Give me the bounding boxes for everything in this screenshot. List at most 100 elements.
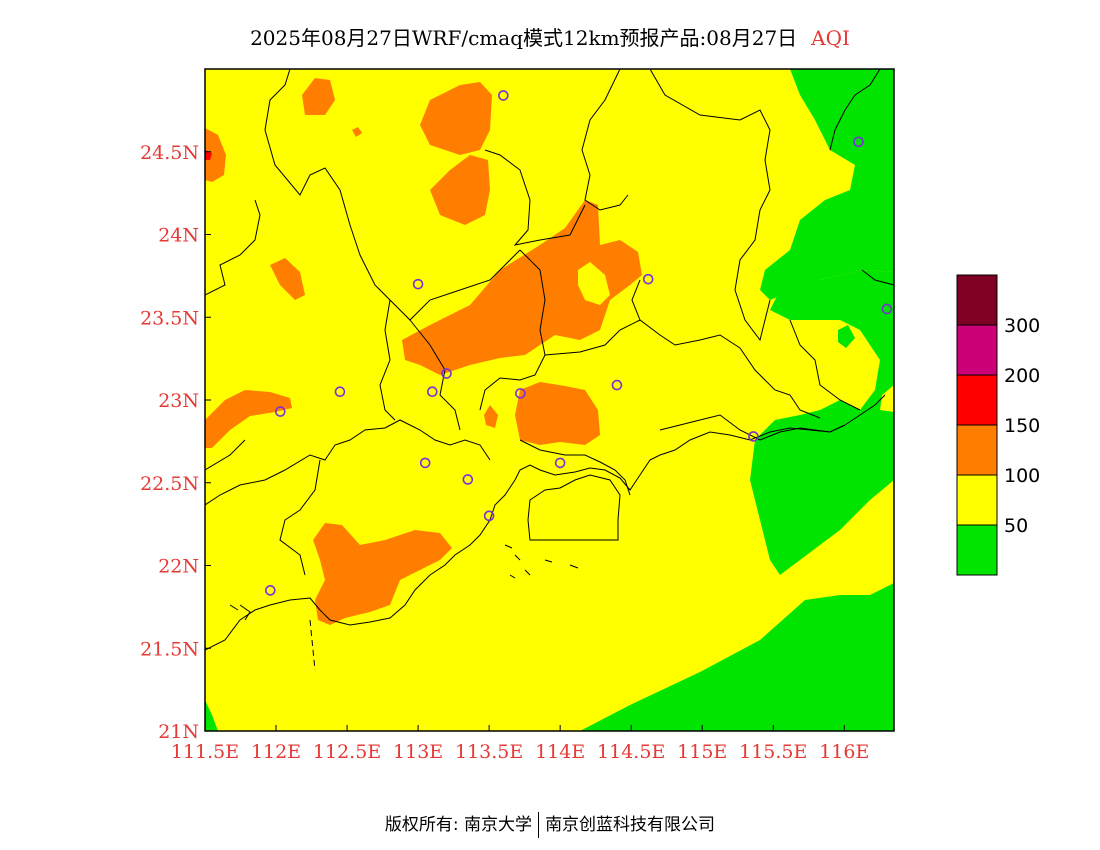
footer-right: 南京创蓝科技有限公司 xyxy=(545,815,716,835)
coastline-islands xyxy=(229,544,579,621)
x-tick-label: 115.5E xyxy=(739,741,807,763)
x-tick-label: 112E xyxy=(251,741,301,763)
station-marker xyxy=(748,431,759,442)
station-marker xyxy=(441,368,452,379)
y-tick-label: 24.5N xyxy=(140,142,199,164)
green-region-south-sea xyxy=(580,583,894,731)
boundary-line-15 xyxy=(279,459,321,576)
x-tick-label: 115E xyxy=(677,741,727,763)
orange-region-dongguan xyxy=(515,382,600,445)
legend-label: 150 xyxy=(1004,415,1040,437)
boundary-line-12 xyxy=(519,439,631,496)
coastline xyxy=(205,394,886,671)
x-tick-label: 116E xyxy=(819,741,869,763)
station-marker xyxy=(462,474,474,485)
axes: 111.5E 112E 112.5E 113E 113.5E 114E 114.5E 115E… xyxy=(140,142,869,763)
y-tick-label: 21.5N xyxy=(140,638,199,660)
boundary-line-8 xyxy=(409,319,461,431)
station-marker xyxy=(642,273,654,285)
y-tick-label: 22.5N xyxy=(140,473,199,495)
footer-separator xyxy=(538,812,540,838)
station-marker xyxy=(419,457,431,469)
boundary-line-17 xyxy=(789,319,861,411)
legend-swatch xyxy=(956,374,998,426)
boundary-line-6 xyxy=(205,419,491,506)
green-region-east-coast xyxy=(750,270,894,575)
aqi-field xyxy=(205,69,894,731)
station-marker xyxy=(498,90,509,101)
boundary-line-1 xyxy=(264,69,521,321)
boundary-line-18 xyxy=(861,269,894,286)
boundary-line-3 xyxy=(581,69,629,211)
title-main: 2025年08月27日WRF/cmaq模式12km预报产品:08月27日 xyxy=(250,26,798,50)
orange-region-north-2 xyxy=(430,155,490,225)
station-marker xyxy=(412,278,424,290)
station-marker xyxy=(611,379,623,391)
boundary-lines xyxy=(205,69,894,576)
footer: 版权所有: 南京大学 南京创蓝科技有限公司 xyxy=(0,810,1100,838)
map-title: 2025年08月27日WRF/cmaq模式12km预报产品:08月27日 AQI xyxy=(0,22,1100,51)
coastline-main xyxy=(205,394,886,651)
yellow-spot-east-edge xyxy=(880,385,894,412)
legend-label: 50 xyxy=(1004,515,1028,537)
y-tick-label: 21N xyxy=(158,721,199,743)
red-spot-northwest xyxy=(205,150,212,160)
legend-label: 200 xyxy=(1004,365,1040,387)
station-markers xyxy=(265,90,893,596)
x-tick-label: 113.5E xyxy=(455,741,523,763)
legend-colorbar: 50 100 150 200 300 xyxy=(956,274,1040,576)
coastline-dashed xyxy=(309,619,316,671)
boundary-line-19 xyxy=(829,69,881,151)
station-marker xyxy=(265,585,276,596)
orange-region-west xyxy=(270,258,305,300)
x-tick-label: 114.5E xyxy=(597,741,665,763)
boundary-line-16 xyxy=(205,439,246,471)
orange-region-central xyxy=(402,200,642,375)
legend-label: 300 xyxy=(1004,315,1040,337)
orange-region-north-1 xyxy=(420,82,492,155)
y-tick-label: 22N xyxy=(158,556,199,578)
x-tick-label: 113E xyxy=(393,741,443,763)
legend-swatch xyxy=(956,474,998,526)
station-marker xyxy=(334,386,346,398)
boundary-line-11 xyxy=(631,279,641,321)
footer-left: 版权所有: 南京大学 xyxy=(384,815,533,835)
green-spot-east xyxy=(838,325,855,348)
orange-region-northwest-edge xyxy=(205,128,226,182)
station-marker xyxy=(554,457,566,469)
boundary-line-4 xyxy=(649,69,771,342)
boundary-line-7 xyxy=(379,299,396,421)
station-marker xyxy=(515,388,526,399)
boundary-line-9 xyxy=(479,249,546,411)
x-tick-label: 111.5E xyxy=(171,741,239,763)
boundary-line-2 xyxy=(484,149,586,246)
legend-swatch xyxy=(956,424,998,476)
legend-swatch xyxy=(956,324,998,376)
y-tick-label: 23.5N xyxy=(140,307,199,329)
y-tick-label: 24N xyxy=(158,225,199,247)
x-tick-label: 112.5E xyxy=(313,741,381,763)
orange-region-small-center xyxy=(484,405,498,428)
station-marker xyxy=(853,136,864,148)
boundary-line-5 xyxy=(205,199,261,296)
orange-region-tiny xyxy=(352,127,362,137)
orange-region-south xyxy=(313,523,452,625)
station-marker xyxy=(426,386,438,398)
green-region-northeast xyxy=(760,69,894,300)
y-tick-label: 23N xyxy=(158,390,199,412)
green-region-southwest-corner xyxy=(205,700,218,731)
station-marker xyxy=(274,406,286,417)
orange-region-north-3 xyxy=(302,78,335,115)
legend-swatch xyxy=(956,524,998,576)
coastline-bay xyxy=(527,474,621,541)
station-marker xyxy=(483,510,495,522)
boundary-line-10 xyxy=(544,319,741,356)
orange-region-central-hole xyxy=(578,262,610,305)
boundary-line-14 xyxy=(739,347,821,419)
title-variable: AQI xyxy=(811,26,850,50)
legend-label: 100 xyxy=(1004,465,1040,487)
orange-region-southwest xyxy=(205,390,292,448)
station-marker xyxy=(881,303,893,315)
legend-swatch xyxy=(956,274,998,326)
